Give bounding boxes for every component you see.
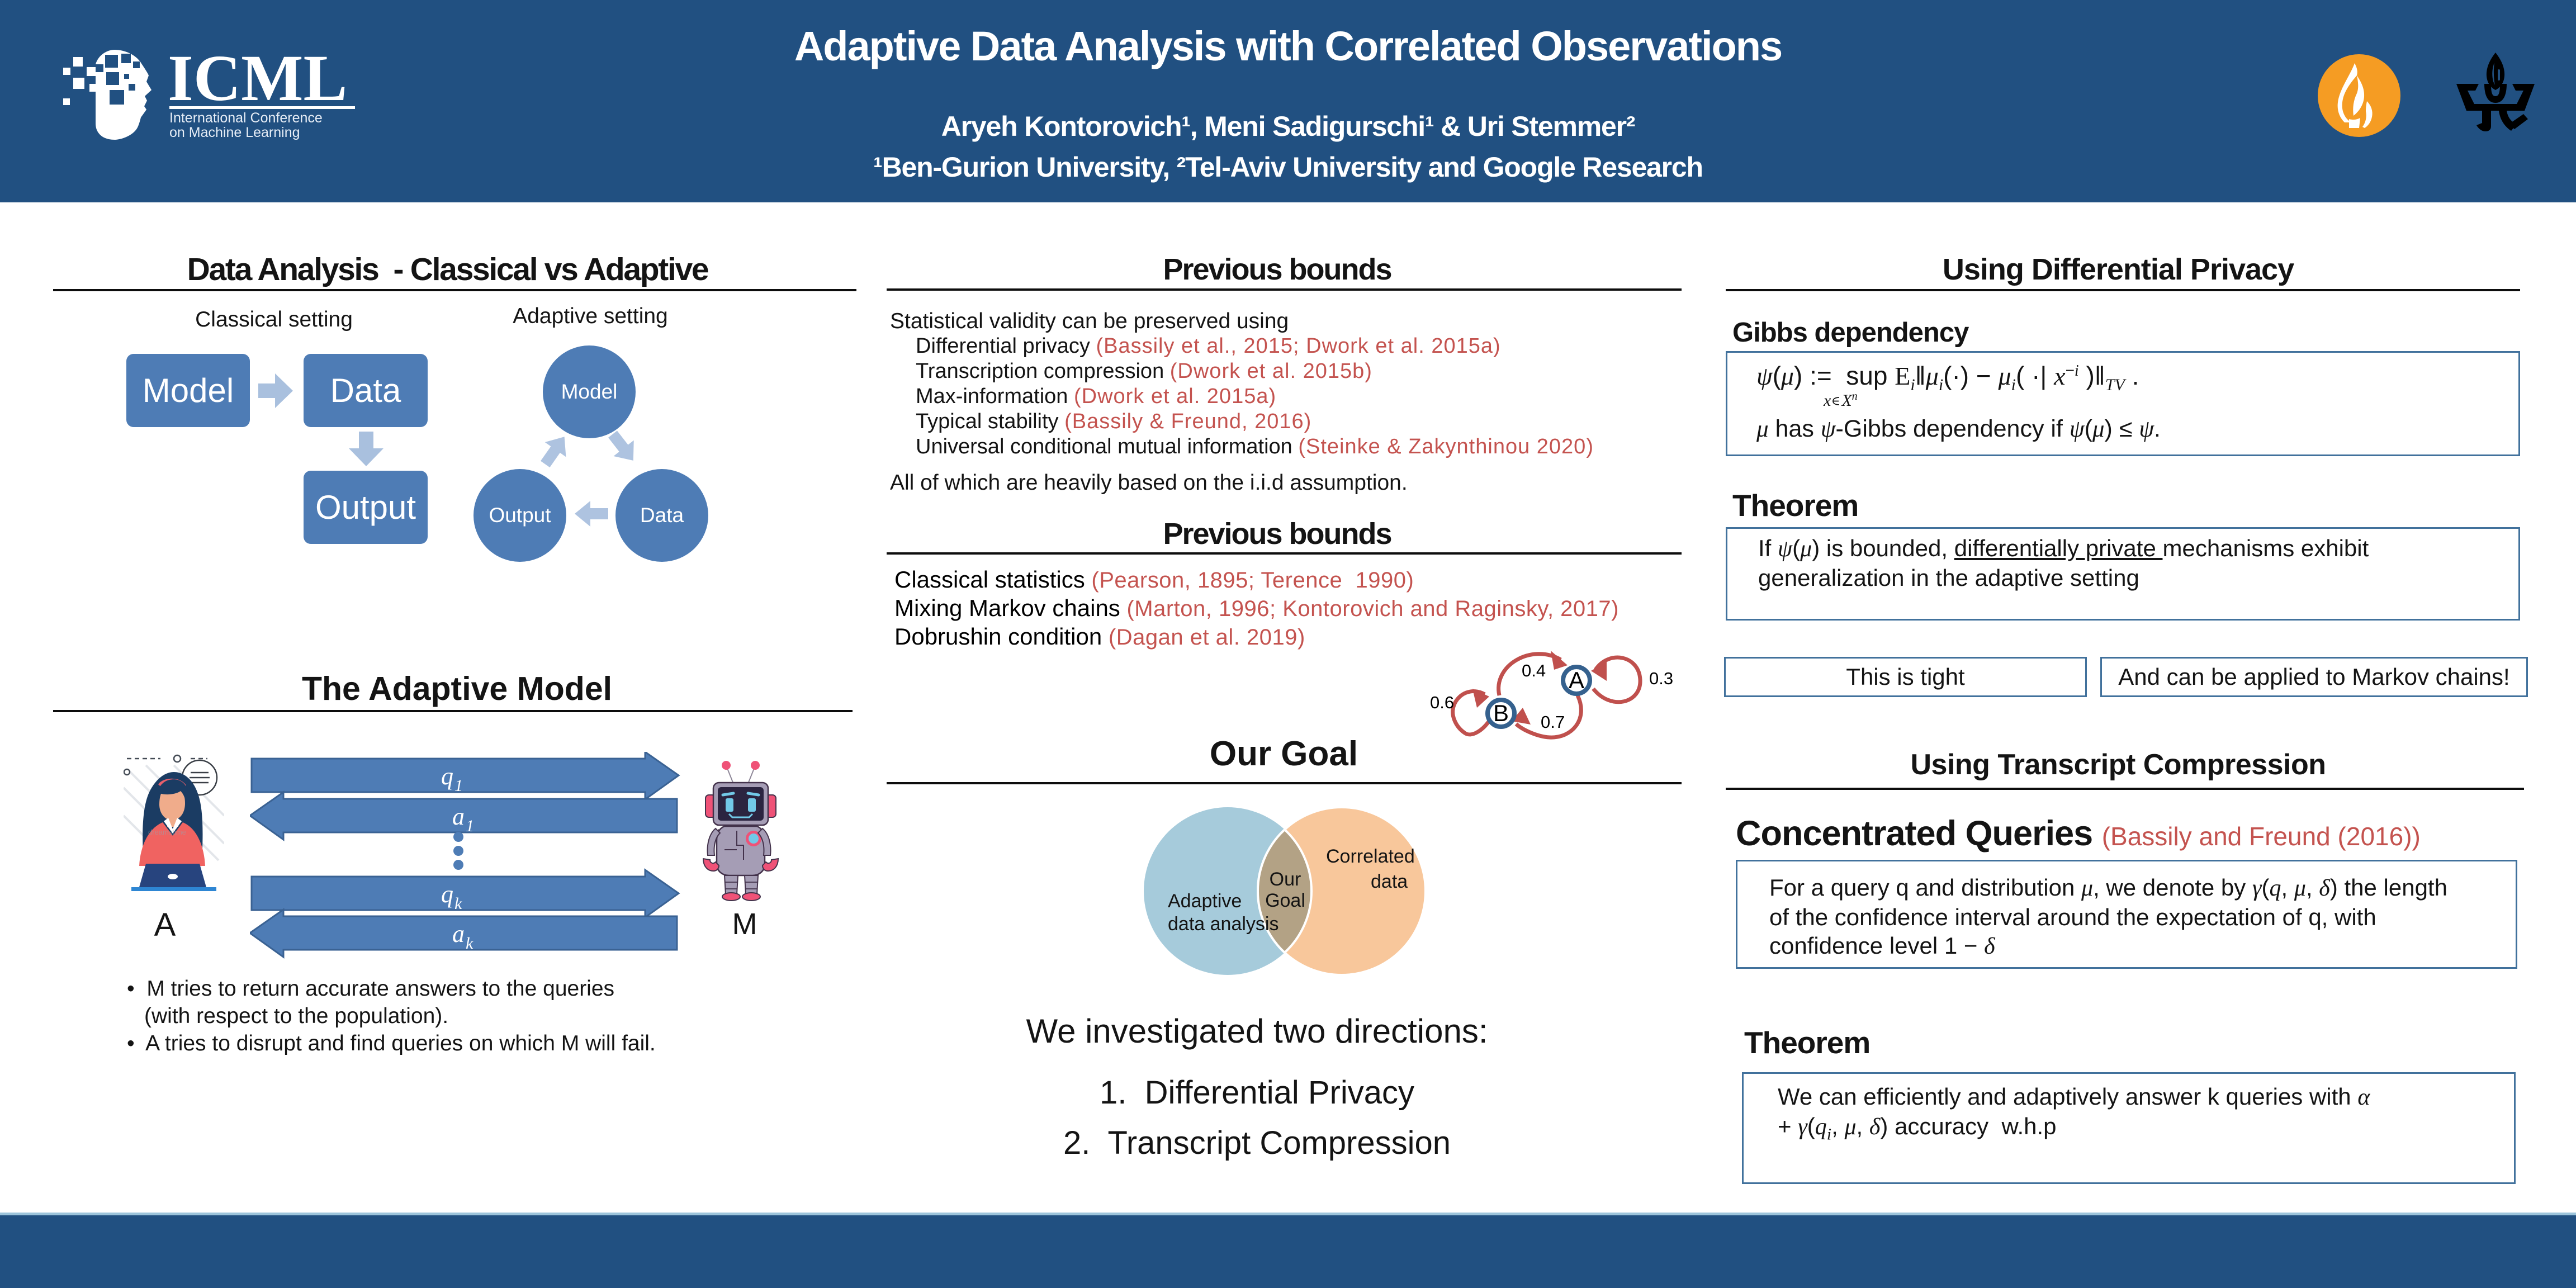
svg-text:0.3: 0.3 xyxy=(1649,669,1673,688)
svg-text:0.6: 0.6 xyxy=(1430,693,1454,712)
svg-text:a: a xyxy=(452,803,465,830)
svg-text:q: q xyxy=(441,763,453,790)
svg-text:1: 1 xyxy=(454,776,463,795)
svg-text:k: k xyxy=(466,934,473,953)
svg-text:q: q xyxy=(441,880,453,908)
svg-text:1: 1 xyxy=(466,817,474,835)
svg-text:0.4: 0.4 xyxy=(1522,661,1546,680)
svg-text:a: a xyxy=(452,920,465,948)
svg-text:0.7: 0.7 xyxy=(1541,712,1565,732)
svg-text:k: k xyxy=(454,894,462,913)
svg-text:dreamstime: dreamstime xyxy=(148,828,186,836)
svg-text:B: B xyxy=(1493,700,1509,726)
svg-text:A: A xyxy=(1569,667,1584,693)
